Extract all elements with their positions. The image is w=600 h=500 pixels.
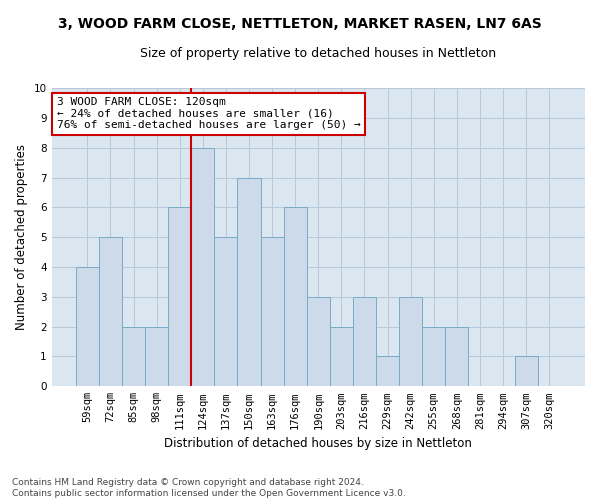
Bar [376,356,399,386]
Bar [399,297,422,386]
Bar [445,326,469,386]
Text: 3 WOOD FARM CLOSE: 120sqm
← 24% of detached houses are smaller (16)
76% of semi-: 3 WOOD FARM CLOSE: 120sqm ← 24% of detac… [57,97,361,130]
Bar [353,297,376,386]
Bar [76,267,99,386]
Text: Contains HM Land Registry data © Crown copyright and database right 2024.
Contai: Contains HM Land Registry data © Crown c… [12,478,406,498]
Bar [238,178,260,386]
Title: Size of property relative to detached houses in Nettleton: Size of property relative to detached ho… [140,48,496,60]
X-axis label: Distribution of detached houses by size in Nettleton: Distribution of detached houses by size … [164,437,472,450]
Bar [260,237,284,386]
Bar [330,326,353,386]
Y-axis label: Number of detached properties: Number of detached properties [15,144,28,330]
Bar [191,148,214,386]
Bar [168,208,191,386]
Bar [122,326,145,386]
Bar [422,326,445,386]
Bar [307,297,330,386]
Bar [515,356,538,386]
Bar [214,237,238,386]
Bar [145,326,168,386]
Bar [99,237,122,386]
Bar [284,208,307,386]
Text: 3, WOOD FARM CLOSE, NETTLETON, MARKET RASEN, LN7 6AS: 3, WOOD FARM CLOSE, NETTLETON, MARKET RA… [58,18,542,32]
